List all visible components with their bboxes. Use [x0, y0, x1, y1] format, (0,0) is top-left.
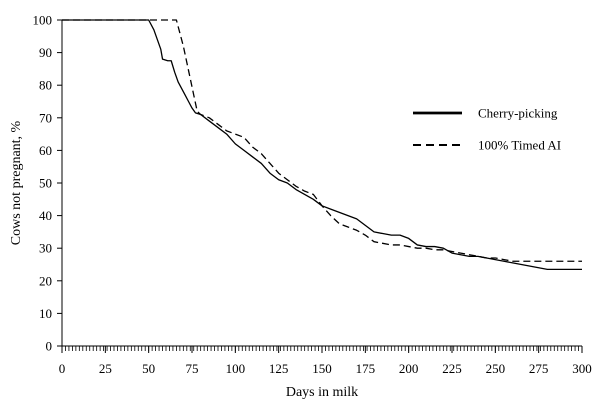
x-tick-label: 50 [142, 361, 155, 376]
x-tick-label: 25 [99, 361, 112, 376]
legend: Cherry-picking 100% Timed AI [413, 106, 561, 153]
x-tick-label: 200 [399, 361, 419, 376]
series-line-timed-ai [62, 19, 582, 262]
x-tick-label: 225 [442, 361, 462, 376]
x-tick-label: 275 [529, 361, 549, 376]
y-tick-label: 0 [46, 339, 53, 354]
y-tick-label: 10 [39, 306, 52, 321]
y-tick-label: 20 [39, 273, 52, 288]
y-tick-label: 90 [39, 45, 52, 60]
y-tick-label: 60 [39, 143, 52, 158]
y-tick-label: 70 [39, 110, 52, 125]
y-axis-title: Cows not pregnant, % [9, 120, 24, 245]
x-tick-label: 125 [269, 361, 289, 376]
y-tick-label: 50 [39, 176, 52, 191]
legend-label: 100% Timed AI [478, 138, 561, 153]
x-tick-label: 175 [356, 361, 376, 376]
x-tick-label: 150 [312, 361, 332, 376]
ticks: 0 25 50 75 100 125 150 175 200 225 250 275 300 0 10 20 3… [33, 13, 592, 377]
x-tick-label: 250 [486, 361, 506, 376]
y-tick-label: 80 [39, 78, 52, 93]
y-tick-label: 100 [33, 13, 53, 28]
axes [61, 20, 582, 347]
x-tick-label: 75 [186, 361, 199, 376]
series-lines [62, 19, 582, 271]
y-tick-label: 40 [39, 208, 52, 223]
x-tick-label: 100 [226, 361, 246, 376]
x-axis-title: Days in milk [286, 385, 358, 400]
x-tick-label: 300 [572, 361, 592, 376]
legend-label: Cherry-picking [478, 106, 558, 121]
x-tick-label: 0 [59, 361, 66, 376]
y-tick-label: 30 [39, 241, 52, 256]
